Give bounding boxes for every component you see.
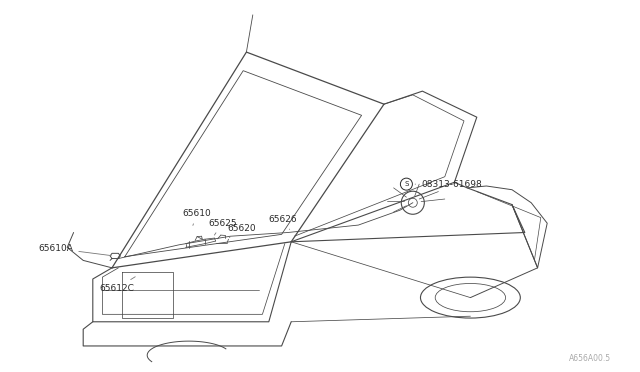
Text: A656A00.5: A656A00.5 bbox=[569, 354, 611, 363]
Text: 65610: 65610 bbox=[182, 209, 211, 225]
Text: 65625: 65625 bbox=[208, 219, 237, 235]
Text: 08313-61698: 08313-61698 bbox=[415, 180, 482, 189]
Text: 65610A: 65610A bbox=[38, 244, 111, 256]
Text: 65626: 65626 bbox=[269, 215, 298, 230]
Text: S: S bbox=[404, 181, 408, 187]
Text: 65612C: 65612C bbox=[99, 277, 135, 293]
Text: 65620: 65620 bbox=[227, 224, 256, 237]
